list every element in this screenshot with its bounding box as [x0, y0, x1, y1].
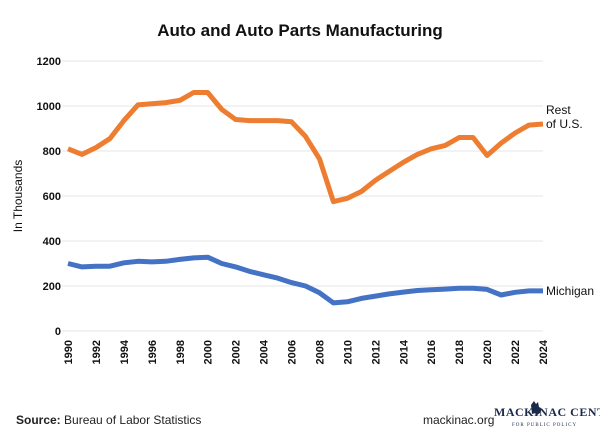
series-line-1	[67, 254, 543, 306]
y-tick-label: 400	[43, 236, 61, 248]
source-note: Source: Bureau of Labor Statistics	[16, 413, 201, 427]
source-text: Bureau of Labor Statistics	[61, 413, 202, 427]
site-url: mackinac.org	[423, 413, 494, 427]
x-tick-label: 1998	[175, 340, 187, 364]
michigan-icon	[531, 401, 541, 415]
series-label-1: Michigan	[546, 284, 594, 298]
y-tick-label: 800	[43, 146, 61, 158]
series-lines	[67, 90, 544, 306]
series-label-line: Rest	[546, 103, 571, 117]
y-tick-label: 600	[43, 191, 61, 203]
x-tick-label: 2000	[203, 340, 215, 364]
y-tick-label: 1200	[37, 56, 61, 68]
x-tick-label: 2006	[287, 340, 299, 364]
y-tick-label: 200	[43, 281, 61, 293]
series-line-0	[67, 90, 544, 205]
x-tick-label: 2020	[482, 340, 494, 364]
x-tick-label: 2012	[370, 340, 382, 364]
x-tick-label: 2002	[231, 340, 243, 364]
x-tick-labels: 1990 1992 1994 1996 1998 2000 2002 2004 2006 2008…	[63, 339, 550, 364]
series-label-line: of U.S.	[546, 117, 583, 131]
x-tick-label: 2016	[426, 340, 438, 364]
logo-name: MACKINAC CENTER	[494, 405, 600, 419]
series-label-0: Rest of U.S.	[546, 103, 583, 131]
logo-subtitle: FOR PUBLIC POLICY	[512, 423, 577, 428]
y-tick-labels: 0 200 400 600 800 1000 1200	[37, 56, 61, 338]
x-tick-label: 2022	[510, 340, 522, 364]
series-label-line: Michigan	[546, 284, 594, 298]
x-tick-label: 1990	[63, 340, 75, 364]
x-tick-label: 2004	[259, 339, 271, 364]
x-tick-label: 1992	[91, 340, 103, 364]
chart-title: Auto and Auto Parts Manufacturing	[157, 21, 443, 40]
y-axis-label: In Thousands	[11, 160, 25, 233]
x-tick-label: 2014	[398, 339, 410, 364]
x-tick-label: 2024	[538, 339, 550, 364]
x-tick-label: 2010	[342, 340, 354, 364]
x-tick-label: 1994	[119, 339, 131, 364]
source-label: Source:	[16, 413, 61, 427]
series-labels: Rest of U.S. Michigan	[546, 103, 594, 298]
x-tick-label: 2008	[314, 340, 326, 364]
y-tick-label: 0	[55, 326, 61, 338]
y-tick-label: 1000	[37, 101, 61, 113]
mackinac-logo: MACKINAC CENTER FOR PUBLIC POLICY	[494, 401, 600, 428]
x-tick-label: 2018	[454, 340, 466, 364]
x-tick-label: 1996	[147, 340, 159, 364]
